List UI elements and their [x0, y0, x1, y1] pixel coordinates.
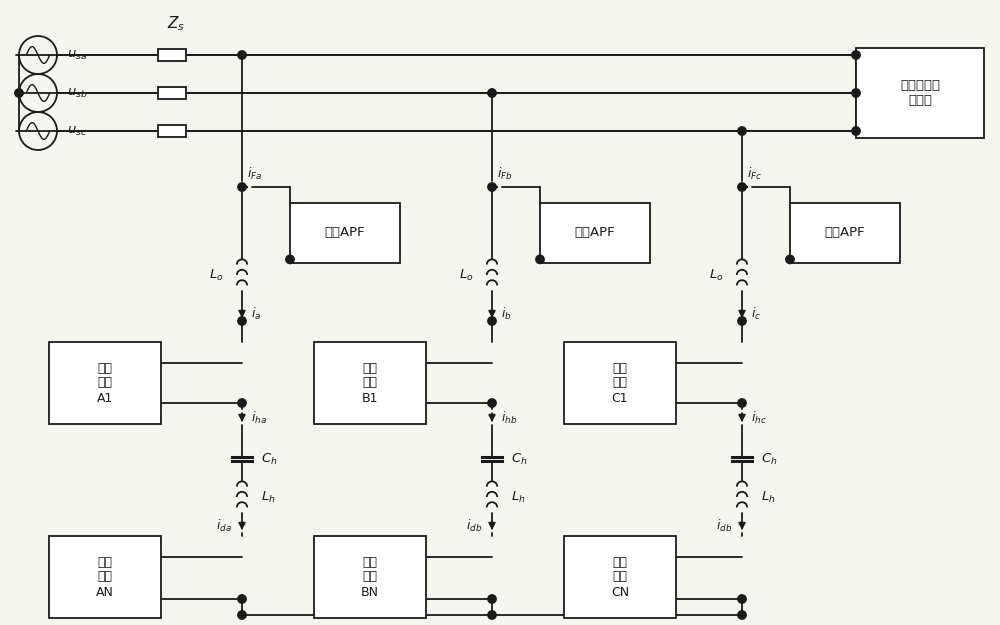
Circle shape [238, 611, 246, 619]
Text: $C_h$: $C_h$ [761, 451, 777, 466]
FancyBboxPatch shape [564, 536, 676, 618]
Text: $i_{hc}$: $i_{hc}$ [751, 410, 767, 426]
Text: $L_o$: $L_o$ [709, 268, 724, 282]
Circle shape [238, 51, 246, 59]
Circle shape [488, 595, 496, 603]
Bar [158, 87, 186, 99]
Text: 级联
单元
B1: 级联 单元 B1 [362, 361, 378, 404]
Text: $i_{Fc}$: $i_{Fc}$ [747, 166, 762, 182]
FancyBboxPatch shape [49, 536, 161, 618]
Text: $L_h$: $L_h$ [261, 489, 276, 504]
Text: $i_c$: $i_c$ [751, 306, 761, 322]
Circle shape [852, 51, 860, 59]
Text: 单相APF: 单相APF [325, 226, 365, 239]
Circle shape [738, 127, 746, 135]
FancyBboxPatch shape [856, 48, 984, 138]
Text: 级联
单元
AN: 级联 单元 AN [96, 556, 114, 599]
Circle shape [738, 399, 746, 408]
Circle shape [488, 317, 496, 325]
Circle shape [738, 182, 746, 191]
Circle shape [286, 255, 294, 264]
Bar [158, 49, 186, 61]
FancyBboxPatch shape [790, 203, 900, 263]
FancyBboxPatch shape [314, 342, 426, 424]
Bar [158, 125, 186, 137]
Circle shape [738, 317, 746, 325]
Circle shape [238, 595, 246, 603]
Text: $i_{ha}$: $i_{ha}$ [251, 410, 267, 426]
Text: $C_h$: $C_h$ [261, 451, 277, 466]
Text: $C_h$: $C_h$ [511, 451, 527, 466]
Text: $L_h$: $L_h$ [511, 489, 526, 504]
Circle shape [238, 317, 246, 325]
Text: $i_{Fa}$: $i_{Fa}$ [247, 166, 262, 182]
FancyBboxPatch shape [49, 342, 161, 424]
Text: $L_o$: $L_o$ [209, 268, 224, 282]
Circle shape [488, 182, 496, 191]
Text: $u_{sc}$: $u_{sc}$ [67, 124, 87, 138]
Text: 非线性不平
衡负载: 非线性不平 衡负载 [900, 79, 940, 107]
FancyBboxPatch shape [290, 203, 400, 263]
Text: 级联
单元
BN: 级联 单元 BN [361, 556, 379, 599]
Circle shape [738, 595, 746, 603]
Text: $u_{sb}$: $u_{sb}$ [67, 86, 88, 99]
Text: $i_{hb}$: $i_{hb}$ [501, 410, 517, 426]
Text: $Z_s$: $Z_s$ [167, 14, 185, 33]
Circle shape [488, 89, 496, 98]
Circle shape [238, 399, 246, 408]
FancyBboxPatch shape [314, 536, 426, 618]
Circle shape [488, 399, 496, 408]
Text: $i_b$: $i_b$ [501, 306, 512, 322]
Circle shape [738, 611, 746, 619]
Text: 级联
单元
CN: 级联 单元 CN [611, 556, 629, 599]
Circle shape [238, 182, 246, 191]
Text: $i_a$: $i_a$ [251, 306, 261, 322]
FancyBboxPatch shape [540, 203, 650, 263]
Text: $i_{db}$: $i_{db}$ [466, 518, 482, 534]
Text: 级联
单元
A1: 级联 单元 A1 [97, 361, 113, 404]
Text: $i_{Fb}$: $i_{Fb}$ [497, 166, 513, 182]
Text: $i_{da}$: $i_{da}$ [216, 518, 232, 534]
Text: $i_{db}$: $i_{db}$ [716, 518, 732, 534]
Circle shape [15, 89, 23, 98]
Circle shape [536, 255, 544, 264]
Text: $L_o$: $L_o$ [459, 268, 474, 282]
FancyBboxPatch shape [564, 342, 676, 424]
Circle shape [852, 89, 860, 98]
Text: 单相APF: 单相APF [575, 226, 615, 239]
Circle shape [852, 127, 860, 135]
Circle shape [786, 255, 794, 264]
Circle shape [488, 611, 496, 619]
Text: $u_{sa}$: $u_{sa}$ [67, 49, 87, 61]
Text: 级联
单元
C1: 级联 单元 C1 [612, 361, 628, 404]
Text: 单相APF: 单相APF [825, 226, 865, 239]
Text: $L_h$: $L_h$ [761, 489, 776, 504]
